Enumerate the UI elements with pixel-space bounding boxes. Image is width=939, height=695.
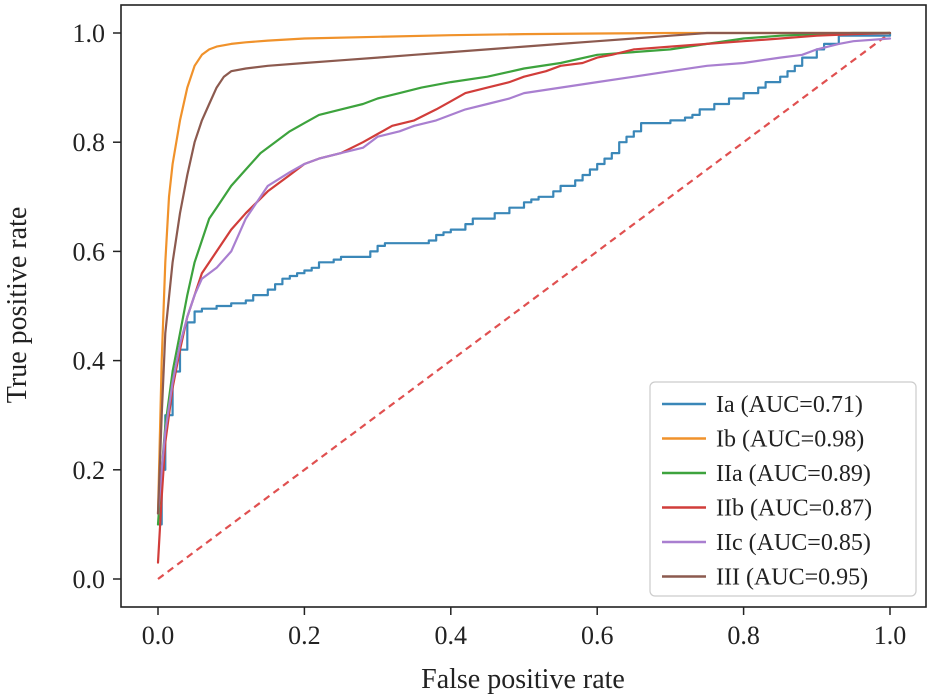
series-line-5 xyxy=(156,31,892,515)
legend-label: Ib (AUC=0.98) xyxy=(716,427,864,453)
chance-line xyxy=(157,32,891,580)
plot-frame xyxy=(120,4,927,608)
y-tick-label: 0.8 xyxy=(73,128,106,157)
x-axis-ticks: 0.0 0.2 0.4 0.6 0.8 1.0 xyxy=(142,607,907,650)
y-tick-label: 0.2 xyxy=(73,456,106,485)
y-tick-label: 1.0 xyxy=(73,19,106,48)
legend-label: Ia (AUC=0.71) xyxy=(716,392,863,418)
x-tick-label: 1.0 xyxy=(874,621,907,650)
legend-box xyxy=(649,381,917,597)
legend-label: IIa (AUC=0.89) xyxy=(716,461,871,487)
x-tick-label: 0.0 xyxy=(142,621,175,650)
y-axis-label: True positive rate xyxy=(2,207,33,404)
y-axis-ticks: 0.0 0.2 0.4 0.6 0.8 1.0 xyxy=(73,19,121,594)
chance-line-layer xyxy=(157,32,891,580)
legend: Ia (AUC=0.71) Ib (AUC=0.98) IIa (AUC=0.89)… xyxy=(649,381,917,597)
series-line-2 xyxy=(156,31,892,526)
series-line-4 xyxy=(156,37,892,515)
series-layer xyxy=(156,31,892,564)
y-tick-label: 0.0 xyxy=(73,565,106,594)
x-tick-label: 0.4 xyxy=(435,621,468,650)
legend-label: III (AUC=0.95) xyxy=(716,565,868,591)
x-tick-label: 0.6 xyxy=(581,621,614,650)
series-line-0 xyxy=(156,31,892,526)
y-tick-label: 0.4 xyxy=(73,347,106,376)
series-line-1 xyxy=(156,31,892,515)
legend-label: IIc (AUC=0.85) xyxy=(716,530,871,556)
y-tick-label: 0.6 xyxy=(73,237,106,266)
x-axis-label: False positive rate xyxy=(421,664,625,695)
legend-label: IIb (AUC=0.87) xyxy=(716,496,872,522)
x-tick-label: 0.2 xyxy=(288,621,321,650)
x-tick-label: 0.8 xyxy=(727,621,760,650)
